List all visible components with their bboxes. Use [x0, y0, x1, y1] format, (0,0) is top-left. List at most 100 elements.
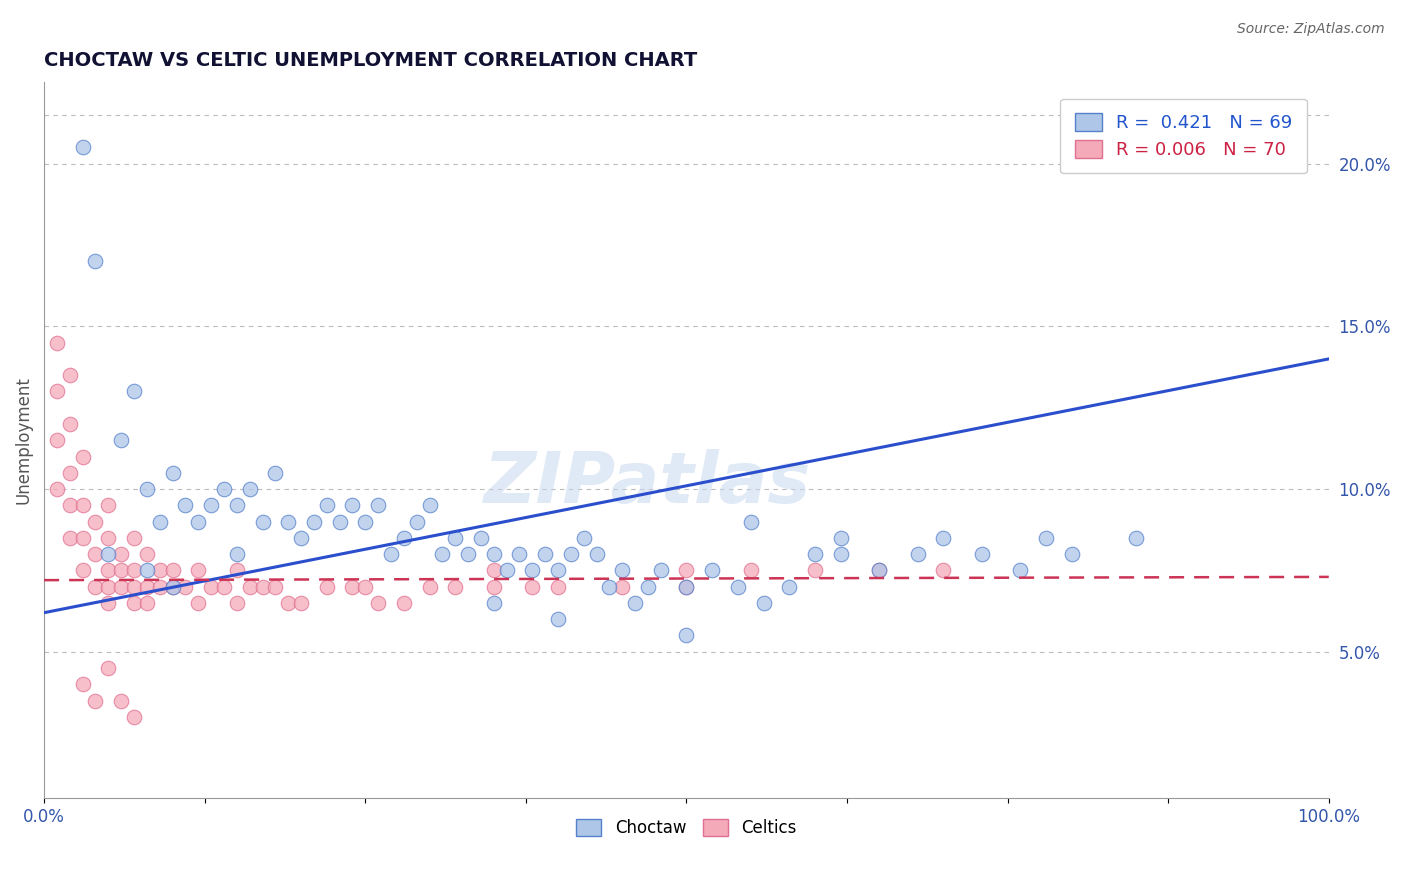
Text: CHOCTAW VS CELTIC UNEMPLOYMENT CORRELATION CHART: CHOCTAW VS CELTIC UNEMPLOYMENT CORRELATI… — [44, 51, 697, 70]
Point — [522, 563, 544, 577]
Point — [740, 515, 762, 529]
Point — [84, 580, 107, 594]
Point — [174, 580, 197, 594]
Point — [804, 547, 827, 561]
Point — [162, 580, 184, 594]
Point — [457, 547, 479, 561]
Point — [72, 498, 94, 512]
Point — [59, 368, 82, 383]
Point — [418, 498, 440, 512]
Point — [84, 693, 107, 707]
Point — [650, 563, 672, 577]
Point — [752, 596, 775, 610]
Point — [239, 580, 262, 594]
Point — [675, 580, 697, 594]
Legend: Choctaw, Celtics: Choctaw, Celtics — [569, 812, 803, 844]
Point — [508, 547, 530, 561]
Point — [110, 693, 132, 707]
Point — [135, 596, 157, 610]
Point — [97, 580, 120, 594]
Point — [740, 563, 762, 577]
Point — [432, 547, 454, 561]
Point — [970, 547, 993, 561]
Point — [932, 563, 955, 577]
Point — [149, 580, 172, 594]
Point — [122, 384, 145, 399]
Point — [97, 547, 120, 561]
Point — [342, 580, 364, 594]
Point — [868, 563, 890, 577]
Point — [482, 580, 505, 594]
Point — [122, 531, 145, 545]
Point — [149, 563, 172, 577]
Point — [612, 563, 634, 577]
Point — [239, 482, 262, 496]
Point — [868, 563, 890, 577]
Point — [380, 547, 402, 561]
Point — [778, 580, 800, 594]
Point — [367, 596, 389, 610]
Point — [59, 417, 82, 431]
Point — [1125, 531, 1147, 545]
Point — [72, 677, 94, 691]
Point — [830, 547, 852, 561]
Point — [444, 580, 467, 594]
Point — [444, 531, 467, 545]
Point — [392, 596, 415, 610]
Point — [212, 580, 235, 594]
Point — [277, 596, 299, 610]
Point — [598, 580, 620, 594]
Point — [135, 482, 157, 496]
Point — [392, 531, 415, 545]
Point — [700, 563, 723, 577]
Point — [187, 596, 209, 610]
Point — [122, 580, 145, 594]
Point — [174, 498, 197, 512]
Point — [122, 596, 145, 610]
Point — [482, 563, 505, 577]
Point — [547, 563, 569, 577]
Point — [264, 580, 287, 594]
Point — [122, 563, 145, 577]
Y-axis label: Unemployment: Unemployment — [15, 376, 32, 504]
Point — [97, 531, 120, 545]
Point — [97, 596, 120, 610]
Point — [135, 547, 157, 561]
Point — [72, 531, 94, 545]
Point — [637, 580, 659, 594]
Point — [59, 498, 82, 512]
Text: Source: ZipAtlas.com: Source: ZipAtlas.com — [1237, 22, 1385, 37]
Point — [135, 563, 157, 577]
Point — [200, 580, 222, 594]
Point — [572, 531, 595, 545]
Point — [122, 710, 145, 724]
Point — [225, 498, 247, 512]
Point — [1060, 547, 1083, 561]
Point — [907, 547, 929, 561]
Point — [59, 466, 82, 480]
Point — [482, 547, 505, 561]
Point — [225, 596, 247, 610]
Point — [290, 531, 312, 545]
Point — [354, 580, 377, 594]
Point — [547, 580, 569, 594]
Point — [162, 466, 184, 480]
Point — [277, 515, 299, 529]
Point — [675, 580, 697, 594]
Point — [110, 434, 132, 448]
Point — [522, 580, 544, 594]
Point — [212, 482, 235, 496]
Point — [97, 563, 120, 577]
Point — [46, 482, 69, 496]
Point — [225, 547, 247, 561]
Point — [46, 335, 69, 350]
Point — [804, 563, 827, 577]
Point — [135, 580, 157, 594]
Point — [264, 466, 287, 480]
Point — [97, 661, 120, 675]
Point — [84, 547, 107, 561]
Point — [187, 563, 209, 577]
Point — [72, 140, 94, 154]
Point — [405, 515, 427, 529]
Point — [367, 498, 389, 512]
